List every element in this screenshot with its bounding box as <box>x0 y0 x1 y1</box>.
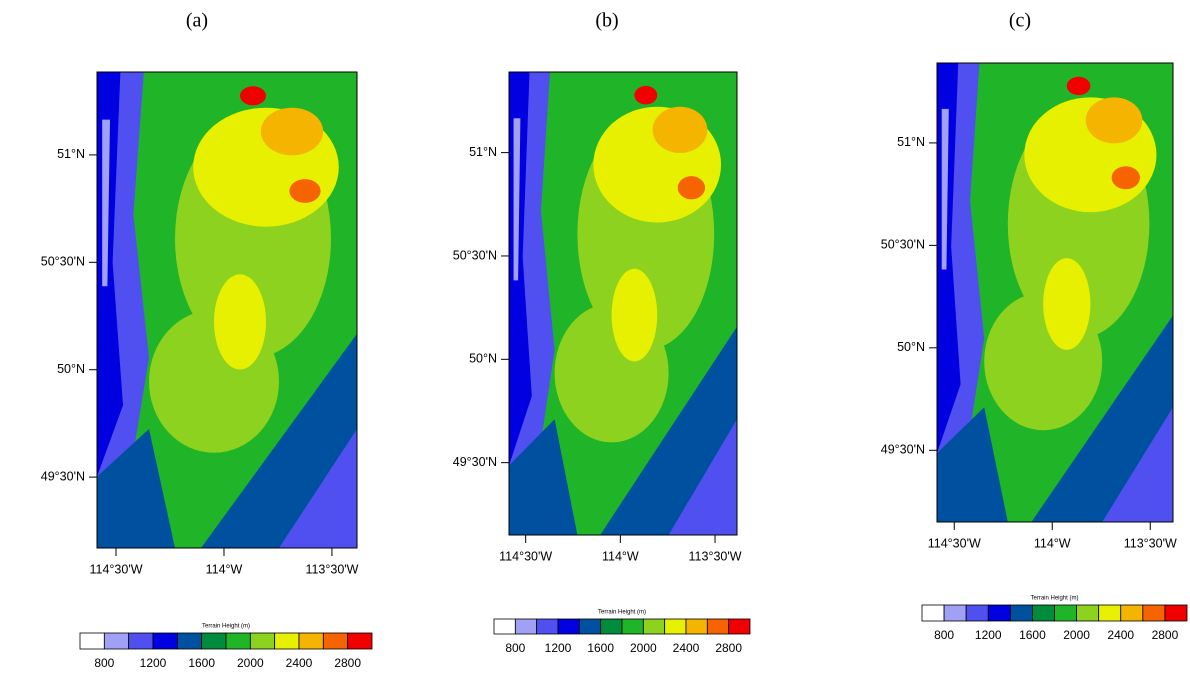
map-frame <box>936 62 1174 523</box>
colorbar-label: 2000 <box>1063 628 1090 642</box>
x-tick-label: 114°W <box>602 549 639 563</box>
colorbar-box <box>557 618 580 635</box>
colorbar-box <box>249 632 276 650</box>
colorbar-box <box>1076 604 1100 622</box>
y-tick-label: 50°N <box>897 340 925 354</box>
x-tick-label: 113°30'W <box>305 562 358 576</box>
y-tick-label: 51°N <box>469 145 497 159</box>
colorbar-label: 2400 <box>286 656 313 669</box>
panel-label: (c) <box>1009 10 1031 32</box>
colorbar-box <box>79 632 105 650</box>
y-tick-label: 51°N <box>897 135 925 149</box>
colorbar-box <box>987 604 1011 622</box>
x-tick-label: 114°W <box>206 562 243 576</box>
colorbar-box <box>493 618 516 635</box>
colorbar-box <box>152 632 178 650</box>
terrain-map <box>509 72 737 535</box>
colorbar-box <box>600 618 623 635</box>
colorbar-label: 1200 <box>140 656 167 669</box>
colorbar-title: Terrain Height (m) <box>202 624 250 630</box>
colorbar-label: 2400 <box>1107 628 1134 642</box>
colorbar-title: Terrain Height (m) <box>598 610 646 616</box>
y-tick-label: 51°N <box>57 147 85 161</box>
colorbar-box <box>921 604 945 622</box>
colorbar-box <box>1120 604 1144 622</box>
colorbar-title: Terrain Height (m) <box>1030 596 1078 602</box>
colorbar-box <box>728 618 751 635</box>
colorbar-box <box>347 632 373 650</box>
y-tick-label: 50°30'N <box>453 248 497 262</box>
colorbar-box <box>1054 604 1077 622</box>
x-tick-label: 113°30'W <box>1124 536 1177 550</box>
colorbar-box <box>1098 604 1122 622</box>
colorbar-box <box>1009 604 1033 622</box>
y-tick-label: 50°N <box>57 362 85 376</box>
colorbar-label: 800 <box>94 656 114 669</box>
colorbar-label: 800 <box>505 641 525 655</box>
colorbar-label: 1600 <box>188 656 215 669</box>
colorbar-box <box>965 604 989 622</box>
x-tick-label: 114°W <box>1034 536 1071 550</box>
x-tick-label: 113°30'W <box>689 549 742 563</box>
colorbar-box <box>298 632 324 650</box>
colorbar-box <box>621 618 644 635</box>
colorbar-label: 2800 <box>1152 628 1179 642</box>
map-frame <box>508 71 738 536</box>
y-tick-label: 49°30'N <box>41 469 85 483</box>
colorbar-label: 1200 <box>975 628 1002 642</box>
y-tick-label: 50°30'N <box>881 238 925 252</box>
colorbar-box <box>536 618 559 635</box>
x-tick-label: 114°30'W <box>499 549 552 563</box>
colorbar-box <box>274 632 300 650</box>
terrain-map <box>97 72 357 548</box>
y-tick-label: 49°30'N <box>881 443 925 457</box>
colorbar-label: 800 <box>934 628 954 642</box>
colorbar-label: 2800 <box>334 656 361 669</box>
panel-label: (b) <box>595 10 618 32</box>
colorbar-box <box>225 632 251 650</box>
colorbar-box <box>514 618 538 635</box>
colorbar-box <box>943 604 967 622</box>
colorbar-label: 2000 <box>630 641 657 655</box>
x-tick-label: 114°30'W <box>928 536 981 550</box>
colorbar-box <box>664 618 687 635</box>
y-tick-label: 50°30'N <box>41 255 85 269</box>
colorbar-box <box>322 632 349 650</box>
colorbar-box <box>201 632 227 650</box>
colorbar-box <box>578 618 602 635</box>
colorbar-box <box>176 632 203 650</box>
colorbar-box <box>642 618 666 635</box>
colorbar-label: 1600 <box>1019 628 1046 642</box>
colorbar-label: 1600 <box>587 641 614 655</box>
colorbar-box <box>103 632 130 650</box>
colorbar-box <box>1142 604 1166 622</box>
colorbar-box <box>685 618 708 635</box>
colorbar-label: 2400 <box>673 641 700 655</box>
map-frame <box>96 71 358 549</box>
colorbar-box <box>1164 604 1188 622</box>
colorbar-label: 2000 <box>237 656 264 669</box>
colorbar-box <box>128 632 154 650</box>
colorbar-box <box>1032 604 1055 622</box>
colorbar-box <box>706 618 730 635</box>
colorbar-label: 1200 <box>545 641 572 655</box>
terrain-map <box>937 63 1173 522</box>
x-tick-label: 114°30'W <box>89 562 142 576</box>
colorbar-label: 2800 <box>715 641 742 655</box>
y-tick-label: 49°30'N <box>453 455 497 469</box>
panel-label: (a) <box>186 10 208 32</box>
y-tick-label: 50°N <box>469 352 497 366</box>
